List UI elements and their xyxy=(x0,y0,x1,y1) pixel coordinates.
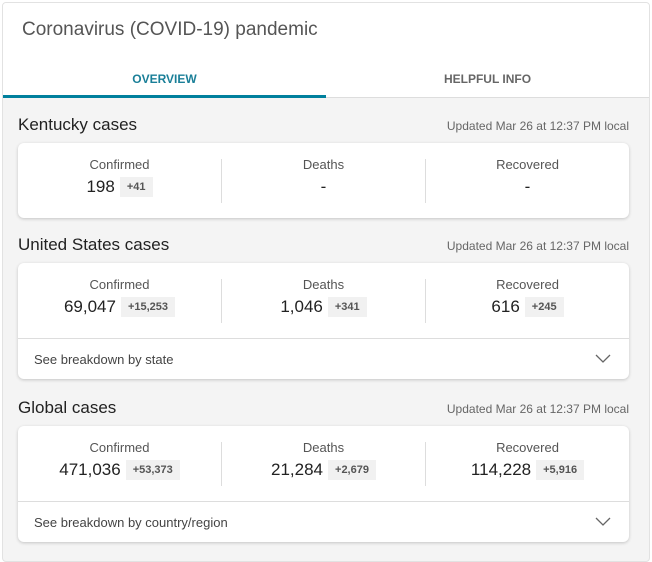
stats-card: Confirmed 471,036 +53,373 Deaths 21,284 +2… xyxy=(18,426,629,542)
stat-deaths: Deaths 1,046 +341 xyxy=(221,276,425,323)
chevron-down-icon xyxy=(595,354,611,363)
section-global: Global cases Updated Mar 26 at 12:37 PM … xyxy=(18,398,629,542)
stat-value: 471,036 xyxy=(59,459,121,479)
stat-confirmed: Confirmed 198 +41 xyxy=(18,156,221,203)
section-title: Kentucky cases xyxy=(18,115,138,134)
stat-delta-badge: +53,373 xyxy=(125,459,180,480)
stat-label: Recovered xyxy=(496,156,559,172)
section-title: Global cases xyxy=(18,398,117,417)
stat-delta-badge: +245 xyxy=(524,296,564,317)
stat-deaths: Deaths 21,284 +2,679 xyxy=(221,439,425,486)
stat-value: 21,284 xyxy=(271,459,324,479)
stat-delta-badge: +5,916 xyxy=(536,459,585,480)
breakdown-toggle[interactable]: See breakdown by state xyxy=(18,338,629,379)
stat-delta-badge: +15,253 xyxy=(120,296,176,317)
stat-confirmed: Confirmed 69,047 +15,253 xyxy=(18,276,221,323)
stat-label: Confirmed xyxy=(89,156,150,172)
stat-label: Recovered xyxy=(496,439,559,455)
stat-delta-badge: +341 xyxy=(327,296,367,317)
chevron-down-icon xyxy=(595,517,611,526)
stat-value: 1,046 xyxy=(280,296,323,316)
stat-value: - xyxy=(320,176,327,196)
breakdown-label: See breakdown by country/region xyxy=(34,514,228,530)
stat-label: Deaths xyxy=(302,276,345,292)
stat-delta-badge: +2,679 xyxy=(328,459,376,480)
section-kentucky: Kentucky cases Updated Mar 26 at 12:37 P… xyxy=(18,115,629,218)
updated-timestamp: Updated Mar 26 at 12:37 PM local xyxy=(446,402,629,416)
stat-value: - xyxy=(524,176,531,196)
stats-card: Confirmed 198 +41 Deaths - Recovered - xyxy=(18,143,629,218)
stat-value: 114,228 xyxy=(470,459,532,479)
stat-confirmed: Confirmed 471,036 +53,373 xyxy=(18,439,221,486)
stat-delta-badge: +41 xyxy=(119,176,153,197)
stat-value: 69,047 xyxy=(63,296,116,316)
stat-label: Deaths xyxy=(302,156,345,172)
stat-recovered: Recovered 114,228 +5,916 xyxy=(425,439,629,486)
stats-card: Confirmed 69,047 +15,253 Deaths 1,046 +341… xyxy=(18,263,629,379)
stat-value: 616 xyxy=(491,296,520,316)
section-title: United States cases xyxy=(18,235,170,254)
panel-title: Coronavirus (COVID-19) pandemic xyxy=(22,19,318,40)
stat-label: Confirmed xyxy=(89,276,150,292)
section-united-states: United States cases Updated Mar 26 at 12… xyxy=(18,235,629,379)
stat-label: Recovered xyxy=(496,276,559,292)
stat-recovered: Recovered - xyxy=(425,156,629,203)
stat-deaths: Deaths - xyxy=(221,156,425,203)
tab-helpful-info[interactable]: HELPFUL INFO xyxy=(443,72,532,86)
stat-value: 198 xyxy=(86,176,115,196)
updated-timestamp: Updated Mar 26 at 12:37 PM local xyxy=(446,239,629,253)
stat-label: Deaths xyxy=(302,439,345,455)
tab-bar: OVERVIEW HELPFUL INFO xyxy=(3,61,649,98)
panel-header: Coronavirus (COVID-19) pandemic OVERVIEW… xyxy=(3,3,649,98)
stat-label: Confirmed xyxy=(89,439,150,455)
breakdown-label: See breakdown by state xyxy=(34,351,174,367)
updated-timestamp: Updated Mar 26 at 12:37 PM local xyxy=(446,119,629,133)
tab-overview[interactable]: OVERVIEW xyxy=(3,61,326,98)
stat-recovered: Recovered 616 +245 xyxy=(425,276,629,323)
breakdown-toggle[interactable]: See breakdown by country/region xyxy=(18,501,629,542)
